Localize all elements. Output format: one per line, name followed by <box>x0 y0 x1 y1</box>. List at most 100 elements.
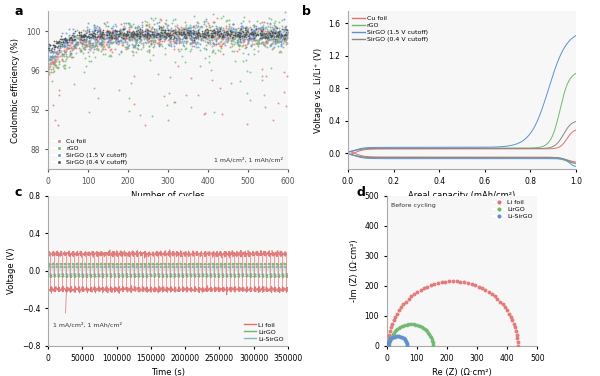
Point <box>63 45 73 51</box>
Point <box>212 27 222 33</box>
Point <box>102 29 112 35</box>
Point <box>235 30 245 36</box>
Point <box>186 104 196 110</box>
Point <box>217 42 226 49</box>
Point <box>115 30 125 36</box>
Point <box>148 31 158 37</box>
Point <box>261 73 271 79</box>
Point <box>199 30 209 36</box>
Point <box>274 28 284 34</box>
Point <box>122 41 132 47</box>
Point <box>130 101 139 107</box>
Point <box>170 15 179 21</box>
Point <box>93 27 103 33</box>
Point <box>111 31 121 37</box>
Point <box>193 29 203 35</box>
Point <box>54 38 64 44</box>
Point <box>389 334 398 340</box>
Point <box>247 26 257 32</box>
Point <box>61 53 70 59</box>
Point <box>46 61 55 67</box>
Point <box>61 51 70 57</box>
Point <box>203 33 212 39</box>
Point <box>185 25 195 31</box>
Point <box>241 25 251 31</box>
Point <box>227 41 236 47</box>
Point <box>77 40 86 46</box>
Point <box>49 58 59 64</box>
Point <box>61 38 70 44</box>
Point <box>270 30 280 36</box>
Point <box>253 28 262 34</box>
Point <box>271 24 281 30</box>
Point <box>269 117 278 123</box>
Point <box>259 30 269 36</box>
Point <box>89 36 99 42</box>
Point <box>235 27 245 33</box>
Point <box>187 39 197 45</box>
Point <box>245 34 254 40</box>
Point <box>146 36 155 42</box>
Point <box>170 39 180 45</box>
Point <box>75 36 85 42</box>
Point <box>266 32 275 38</box>
Point <box>183 32 193 38</box>
Point <box>404 296 413 302</box>
Point <box>76 32 85 38</box>
Point <box>176 39 186 45</box>
Point <box>270 23 280 29</box>
Point <box>251 29 260 35</box>
Point <box>182 38 192 44</box>
Point <box>76 39 85 45</box>
Point <box>78 39 88 45</box>
Point <box>280 31 290 37</box>
Point <box>257 32 266 38</box>
Point <box>107 35 117 41</box>
Point <box>231 27 241 33</box>
Point <box>511 328 521 334</box>
Point <box>168 17 178 23</box>
Point <box>277 32 287 38</box>
Point <box>56 36 65 42</box>
Point <box>86 35 95 41</box>
Point <box>107 32 116 38</box>
Point <box>98 44 107 50</box>
Point <box>53 39 63 45</box>
Point <box>234 42 244 48</box>
Point <box>64 45 74 52</box>
Point <box>143 33 152 39</box>
Point <box>229 28 238 34</box>
Point <box>88 32 98 38</box>
Point <box>262 40 272 46</box>
Point <box>194 23 203 29</box>
Point <box>84 30 94 36</box>
Point <box>196 35 206 41</box>
Point <box>61 48 70 54</box>
Point <box>147 112 157 118</box>
Point <box>268 35 277 41</box>
Point <box>119 30 129 36</box>
Point <box>179 34 189 40</box>
Point <box>57 56 67 62</box>
Point <box>161 33 171 39</box>
Point <box>76 36 85 42</box>
Point <box>160 34 169 40</box>
Point <box>399 335 409 341</box>
Point <box>84 43 94 49</box>
Point <box>249 35 259 41</box>
Point <box>97 29 107 35</box>
Point <box>191 28 201 34</box>
Point <box>385 343 394 349</box>
Point <box>245 24 254 30</box>
Point <box>200 55 210 61</box>
Point <box>248 36 257 42</box>
Point <box>200 28 210 34</box>
Point <box>239 33 249 39</box>
Point <box>200 29 209 35</box>
Point <box>65 32 74 38</box>
Point <box>152 20 162 26</box>
Point <box>257 31 267 37</box>
Point <box>155 29 165 35</box>
Point <box>53 51 63 57</box>
Point <box>89 49 98 55</box>
